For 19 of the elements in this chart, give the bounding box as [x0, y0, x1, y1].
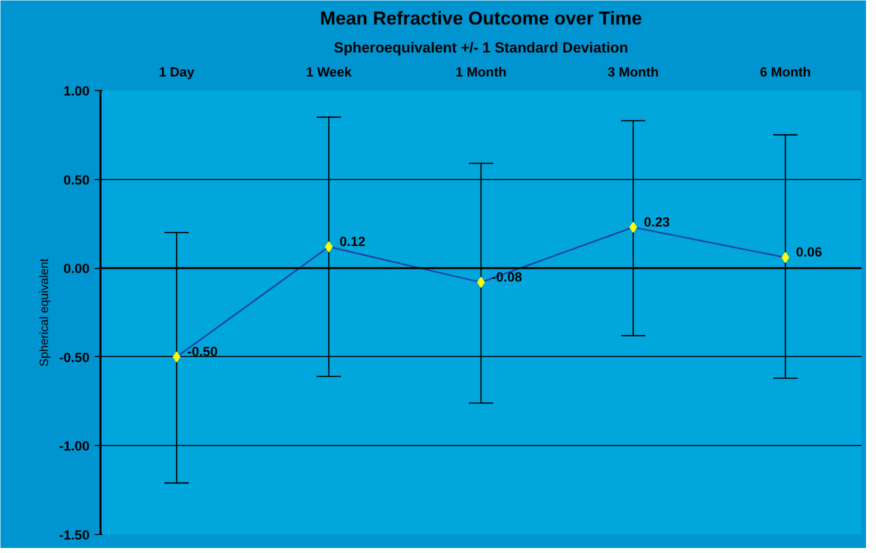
data-label: 0.06 — [796, 244, 822, 260]
y-axis-title: Spherical equivalent — [37, 258, 52, 367]
data-label: 0.23 — [644, 214, 670, 230]
y-tick-label: -1.50 — [59, 528, 90, 542]
x-tick-label: 6 Month — [760, 64, 811, 80]
y-tick-label: 0.50 — [64, 172, 90, 188]
x-tick-label: 1 Month — [455, 64, 507, 80]
y-tick-label: -1.00 — [59, 438, 90, 454]
data-label: -0.08 — [492, 269, 522, 284]
y-tick-label: -0.50 — [59, 350, 90, 365]
x-tick-label: 1 Day — [158, 64, 195, 80]
x-tick-label: 1 Week — [306, 64, 352, 80]
data-label: -0.50 — [187, 344, 218, 359]
y-tick-label: 0.00 — [64, 261, 90, 276]
x-tick-label: 3 Month — [608, 64, 659, 80]
chart-title: Mean Refractive Outcome over Time — [320, 8, 642, 28]
data-label: 0.12 — [339, 234, 366, 249]
y-tick-label: 1.00 — [64, 84, 90, 98]
chart-subtitle: Spheroequivalent +/- 1 Standard Deviation — [334, 40, 628, 56]
